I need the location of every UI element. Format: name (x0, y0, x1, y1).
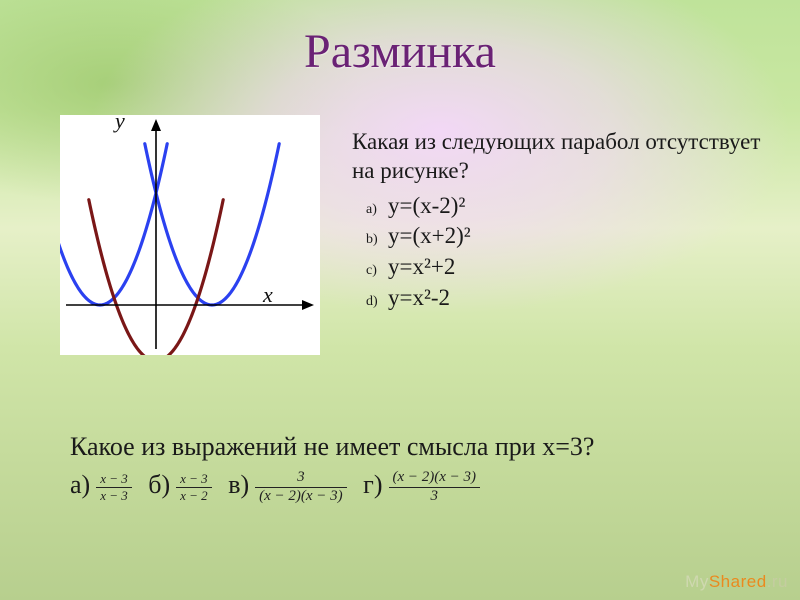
answer-label: г) (363, 470, 382, 499)
question-1: Какая из следующих парабол отсутствует н… (352, 128, 772, 315)
axis-label-x: x (263, 282, 273, 308)
question-2-answers: а)x − 3x − 3 б)x − 3x − 2 в)3(x − 2)(x −… (70, 470, 490, 505)
option-text: y=x²+2 (388, 254, 455, 279)
fraction: 3(x − 2)(x − 3) (255, 470, 347, 505)
question-2-text: Какое из выражений не имеет смысла при x… (70, 432, 594, 462)
option-text: y=(x+2)² (388, 223, 471, 248)
watermark: MyShared.ru (685, 572, 788, 592)
watermark-b: Shared (709, 572, 767, 591)
fraction: x − 3x − 3 (96, 472, 132, 502)
question-1-option: d)y=x²-2 (366, 284, 772, 313)
fraction: (x − 2)(x − 3)3 (389, 470, 481, 505)
answer-label: а) (70, 470, 90, 499)
question-1-option: b)y=(x+2)² (366, 222, 772, 251)
fraction: x − 3x − 2 (176, 472, 212, 502)
question-1-option: a)y=(x-2)² (366, 192, 772, 221)
answer-label: в) (228, 470, 249, 499)
option-label: b) (366, 231, 388, 249)
option-text: y=x²-2 (388, 285, 450, 310)
watermark-a: My (685, 572, 709, 591)
question-1-text: Какая из следующих парабол отсутствует н… (352, 128, 772, 186)
question-1-option: c)y=x²+2 (366, 253, 772, 282)
axis-label-y: y (115, 108, 125, 134)
watermark-c: .ru (767, 572, 788, 591)
option-label: a) (366, 201, 388, 219)
option-label: d) (366, 293, 388, 311)
option-label: c) (366, 262, 388, 280)
slide-title: Разминка (0, 24, 800, 79)
parabola-chart (60, 115, 320, 355)
option-text: y=(x-2)² (388, 193, 465, 218)
answer-label: б) (148, 470, 170, 499)
